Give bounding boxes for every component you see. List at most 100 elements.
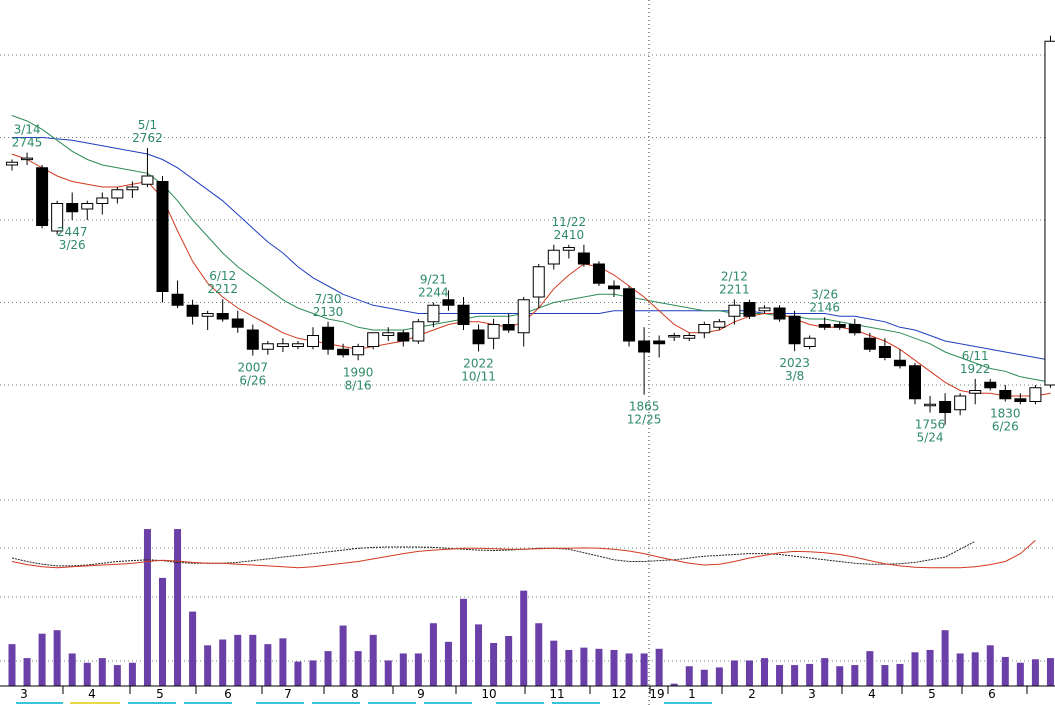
candle-body <box>743 302 756 317</box>
month-label: 12 <box>611 687 626 701</box>
volume-bar <box>384 660 392 686</box>
volume-bar <box>204 645 212 686</box>
volume-bar <box>294 661 302 686</box>
candle-body <box>954 395 967 411</box>
volume-bar <box>926 649 934 686</box>
volume-bar <box>460 598 467 686</box>
annotation-value: 2007 <box>238 361 269 375</box>
candle-body <box>547 249 560 265</box>
candle-body <box>487 324 500 339</box>
annotation-date: 3/8 <box>785 369 804 383</box>
candle-body <box>307 335 319 347</box>
candle-body <box>51 203 64 232</box>
annotation-value: 1865 <box>629 400 660 414</box>
candle-body <box>1014 398 1027 402</box>
candle-body <box>863 337 876 350</box>
volume-bar <box>881 665 889 686</box>
candle-body <box>502 324 515 331</box>
candle-body <box>517 299 530 334</box>
volume-bar <box>369 634 377 686</box>
candle-body <box>984 381 997 389</box>
candle-body <box>472 329 485 345</box>
annotation-value: 1756 <box>915 418 946 432</box>
candle-body <box>412 321 425 342</box>
annotation-value: 2211 <box>719 282 750 296</box>
candle-body <box>276 343 289 347</box>
candle-body <box>848 324 861 334</box>
volume-bar <box>730 660 738 686</box>
month-label: 6 <box>224 687 232 701</box>
volume-bar <box>399 653 407 686</box>
candle-body <box>367 332 380 347</box>
annotation-value: 2244 <box>418 286 449 300</box>
candle-body <box>653 340 666 345</box>
volume-bar <box>249 634 257 686</box>
annotation-value: 2212 <box>207 282 238 296</box>
volume-bar <box>68 653 76 686</box>
annotation-date: 3/26 <box>811 287 838 301</box>
annotation-date: 6/12 <box>209 269 236 283</box>
volume-bar <box>1046 658 1054 686</box>
volume-bar <box>610 649 618 686</box>
candle-body <box>442 299 455 306</box>
month-label: 4 <box>88 687 96 701</box>
volume-bar <box>98 658 106 686</box>
volume-bar <box>941 630 949 686</box>
candle-body <box>201 313 214 317</box>
candle-body <box>878 346 891 358</box>
volume-bar <box>595 648 603 686</box>
volume-bar <box>1031 659 1039 686</box>
candle-body <box>999 390 1012 400</box>
candle-body <box>623 288 636 342</box>
candle-body <box>893 359 906 367</box>
volume-bar <box>174 529 182 686</box>
annotation-date: 2/12 <box>721 269 748 283</box>
volume-bar <box>640 653 648 686</box>
annotation-value: 2447 <box>57 225 88 239</box>
volume-bar <box>685 666 693 686</box>
volume-bar <box>490 642 498 686</box>
candle-body <box>592 263 605 284</box>
candle-body <box>261 343 274 350</box>
candle-body <box>909 365 921 400</box>
annotation-date: 5/1 <box>138 118 157 132</box>
volume-bar <box>309 660 317 686</box>
volume-bar <box>354 651 362 686</box>
annotation-date: 9/21 <box>420 273 447 287</box>
candle-body <box>698 324 711 334</box>
volume-bar <box>53 630 61 686</box>
candle-body <box>939 401 952 413</box>
moving-average-short-line <box>11 153 1051 397</box>
candle-body <box>111 189 124 199</box>
month-label: 8 <box>351 687 359 701</box>
candle-body <box>818 324 831 328</box>
moving-average-mid-line <box>11 115 1051 383</box>
volume-bar <box>806 663 814 686</box>
month-label: 5 <box>156 687 164 701</box>
volume-bar <box>8 644 16 686</box>
volume-bar <box>38 633 46 686</box>
moving-average-long-line <box>12 137 1051 361</box>
candle-body <box>337 348 350 356</box>
annotation-value: 2745 <box>12 136 43 150</box>
candle-body <box>608 285 620 290</box>
candle-body <box>683 335 696 339</box>
volume-bar <box>550 640 558 686</box>
volume-bar <box>911 652 919 686</box>
candle-body <box>638 340 651 353</box>
volume-bar <box>580 647 588 686</box>
month-label: 10 <box>481 687 496 701</box>
annotation-value: 1922 <box>960 362 991 376</box>
volume-bar <box>475 624 483 686</box>
volume-bar <box>896 663 904 686</box>
annotation-value: 2130 <box>313 305 344 319</box>
annotation-date: 7/30 <box>315 292 342 306</box>
month-label: 5 <box>928 687 936 701</box>
annotation-date: 3/26 <box>59 238 86 252</box>
oscillator-signal-line <box>11 540 976 567</box>
volume-bar <box>655 648 663 686</box>
volume-bar <box>836 666 844 686</box>
annotation-date: 8/16 <box>345 378 372 392</box>
candle-body <box>562 247 575 251</box>
